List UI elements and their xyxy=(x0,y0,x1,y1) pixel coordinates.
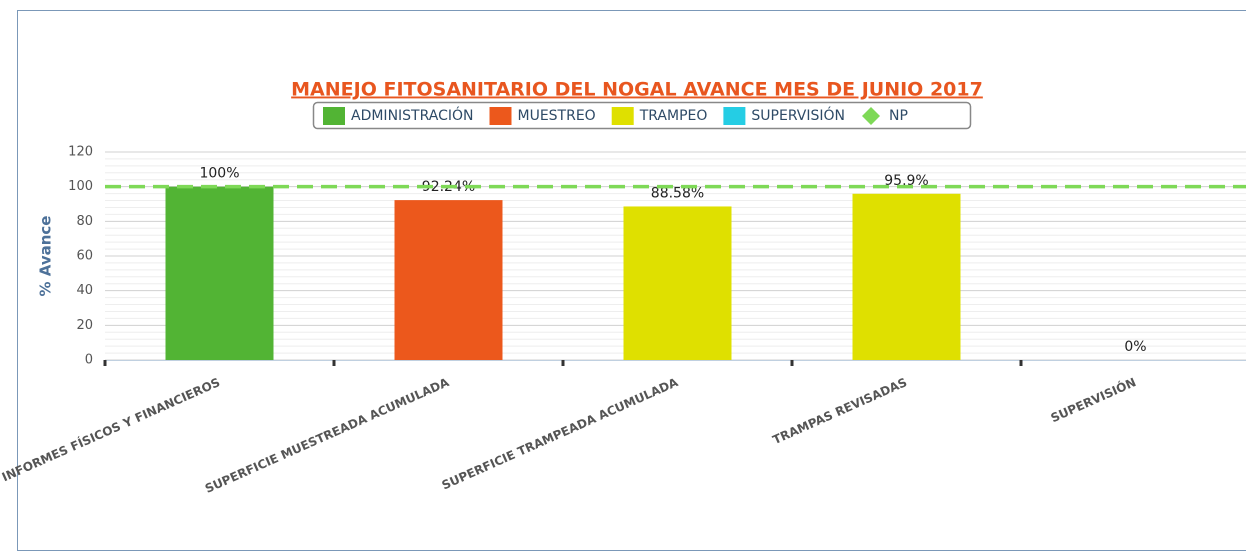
legend-box xyxy=(312,101,972,130)
y-tick-label: 40 xyxy=(76,283,93,298)
data-label: 0% xyxy=(1124,339,1146,355)
x-tick-label: TRAMPAS REVISADAS xyxy=(771,375,910,447)
y-tick-label: 120 xyxy=(68,145,93,160)
bar xyxy=(852,193,961,360)
legend-label: SUPERVISIÓN xyxy=(751,106,845,124)
legend-swatch xyxy=(323,107,345,125)
legend-swatch xyxy=(611,107,634,125)
chart-title: MANEJO FITOSANITARIO DEL NOGAL AVANCE ME… xyxy=(291,79,983,101)
bar xyxy=(623,206,732,360)
y-tick-label: 0 xyxy=(85,353,93,368)
legend-label: NP xyxy=(889,108,908,124)
x-tick-label: SUPERVISIÓN xyxy=(1048,374,1138,425)
x-tick-label: SUPERFICIE MUESTREADA ACUMULADA xyxy=(203,375,452,496)
y-tick-label: 80 xyxy=(76,214,93,229)
y-tick-label: 100 xyxy=(68,179,93,194)
bar xyxy=(394,200,503,360)
frame xyxy=(17,10,1246,551)
legend-swatch xyxy=(862,107,880,125)
legend-label: TRAMPEO xyxy=(639,108,708,124)
data-label: 95.9% xyxy=(884,173,928,189)
bar xyxy=(165,186,274,360)
legend-label: MUESTREO xyxy=(518,108,596,124)
y-axis-label: % Avance xyxy=(37,216,55,297)
x-tick-label: SUPERFICIE TRAMPEADA ACUMULADA xyxy=(440,375,681,493)
data-label: 88.58% xyxy=(651,185,704,201)
y-tick-label: 60 xyxy=(76,249,93,264)
x-tick-label: INFORMES FÍSICOS Y FINANCIEROS xyxy=(0,374,222,484)
legend-label: ADMINISTRACIÓN xyxy=(351,106,474,124)
data-label: 100% xyxy=(199,166,239,182)
legend-swatch xyxy=(723,107,746,125)
legend-swatch xyxy=(489,107,512,125)
y-tick-label: 20 xyxy=(76,318,93,333)
